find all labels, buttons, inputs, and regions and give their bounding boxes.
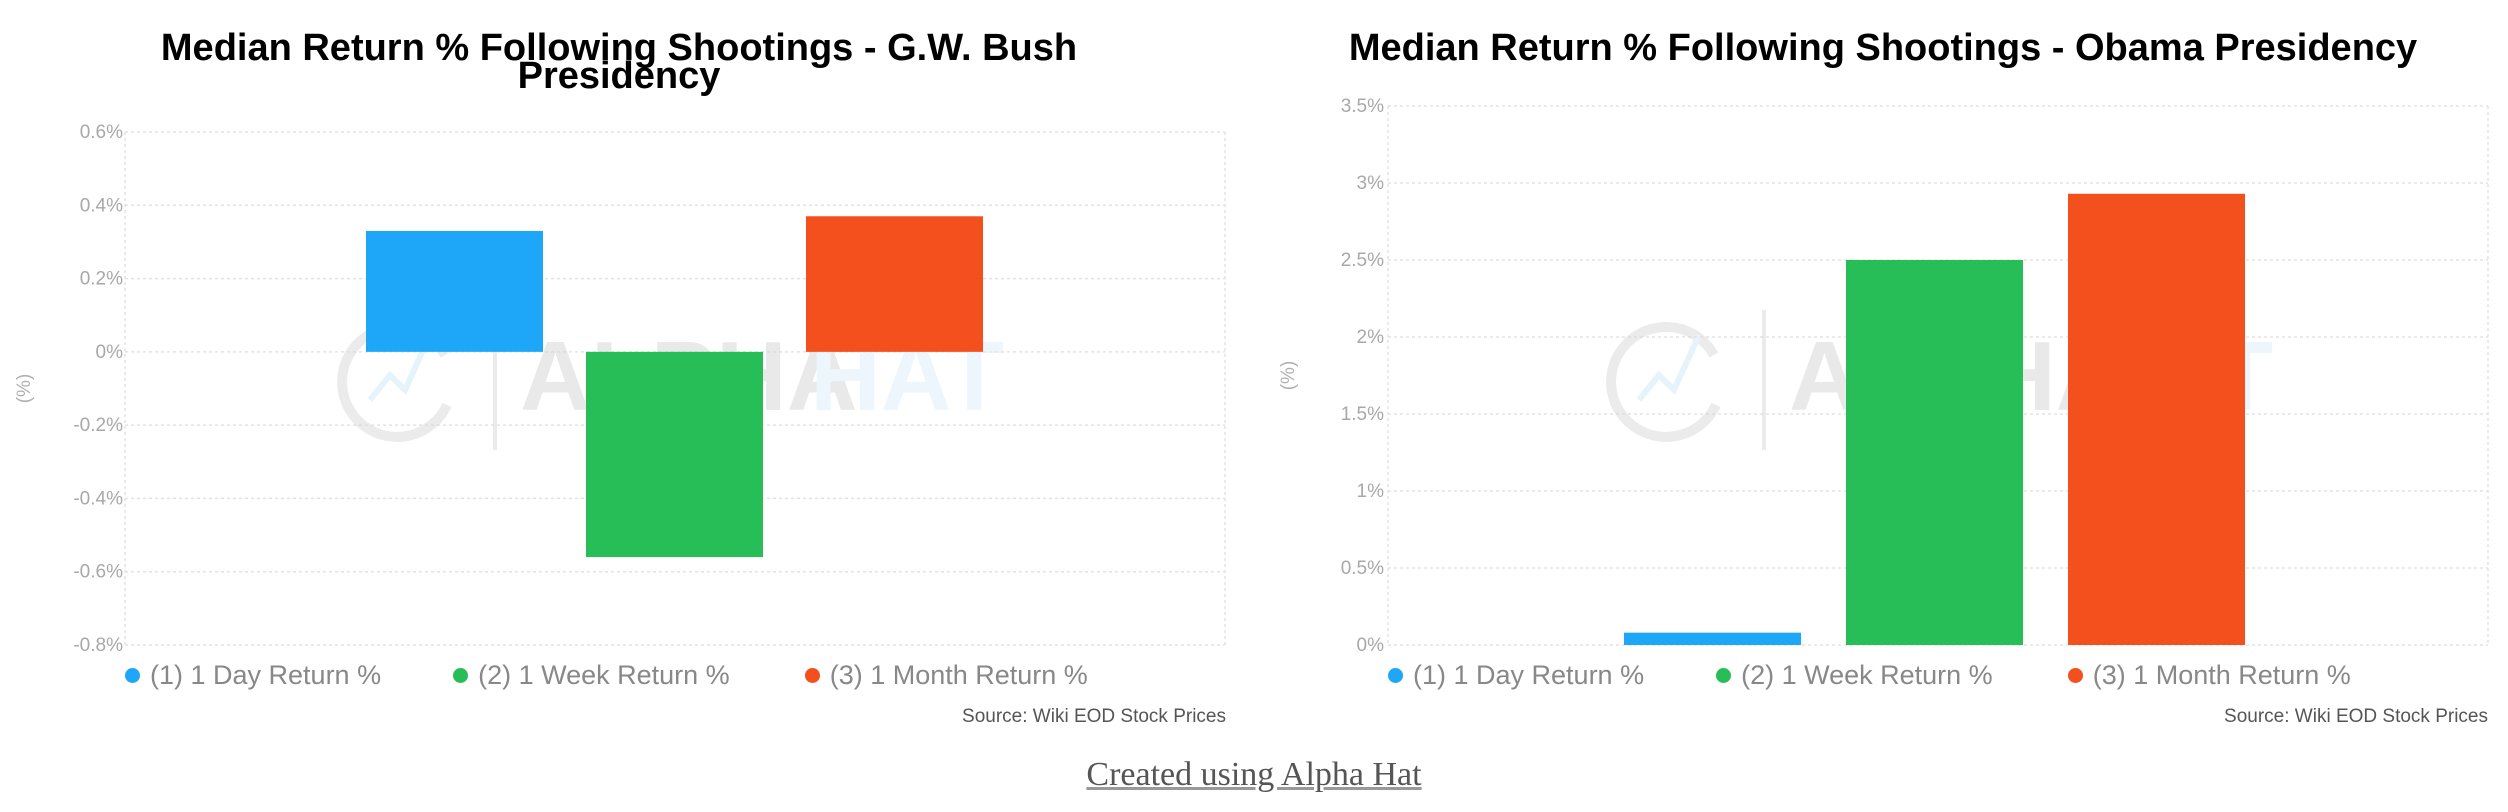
y-tick-label: 0.5% (1341, 558, 1384, 579)
legend-marker (804, 668, 820, 683)
y-tick-label: 2% (1357, 327, 1385, 348)
bar-1[interactable] (366, 230, 543, 352)
legend-item-1-day[interactable]: (1) 1 Day Return % (125, 660, 381, 691)
y-tick-label: 1% (1357, 481, 1385, 502)
y-tick-label: 0.2% (80, 269, 123, 290)
y-tick-label: 3% (1357, 173, 1385, 194)
y-axis-label: (%) (1278, 361, 1299, 391)
y-tick-label: -0.4% (73, 488, 123, 509)
y-tick-label: -0.2% (73, 415, 123, 436)
legend-marker (1716, 668, 1732, 683)
y-tick-label: 0.6% (80, 122, 123, 143)
bar-3[interactable] (806, 216, 983, 352)
watermark-circle (1606, 322, 1721, 442)
source-note: Source: Wiki EOD Stock Prices (962, 706, 1226, 727)
bar-1[interactable] (1624, 632, 1801, 645)
legend-marker (125, 668, 140, 683)
legend-marker (2067, 668, 2083, 683)
y-tick-label: 2.5% (1341, 250, 1384, 271)
legend-item-1-week[interactable]: (2) 1 Week Return % (1716, 660, 1993, 691)
legend: (1) 1 Day Return % (2) 1 Week Return % (… (1388, 660, 2351, 691)
watermark-trend (367, 333, 433, 402)
plot-area: 3.5%3%2.5%2%1.5%1%0.5%0%(%)ALPHAHAT (1278, 96, 2489, 656)
legend-item-1-month[interactable]: (3) 1 Month Return % (804, 660, 1088, 691)
legend-marker (1388, 668, 1403, 683)
watermark-trend (1636, 333, 1702, 402)
legend-item-1-day[interactable]: (1) 1 Day Return % (1388, 660, 1644, 691)
legend-marker (453, 668, 469, 683)
chart-bush: Median Return % Following Shootings - G.… (0, 0, 1254, 740)
chart-title: Median Return % Following Shootings - G.… (160, 27, 1078, 97)
bar-3[interactable] (2068, 193, 2245, 645)
footer: Created using Alpha Hat (0, 756, 2508, 794)
chart-title: Median Return % Following Shootings - Ob… (1348, 27, 2418, 69)
legend-item-1-month[interactable]: (3) 1 Month Return % (2067, 660, 2351, 691)
legend: (1) 1 Day Return % (2) 1 Week Return % (… (125, 660, 1088, 691)
created-using-link[interactable]: Created using Alpha Hat (1086, 756, 1422, 793)
y-tick-label: -0.8% (73, 635, 123, 656)
y-axis-label: (%) (14, 374, 35, 404)
plot-area: 0.6%0.4%0.2%0%-0.2%-0.4%-0.6%-0.8%(%)ALP… (14, 122, 1226, 656)
y-tick-label: 1.5% (1341, 404, 1384, 425)
bar-2[interactable] (1846, 260, 2023, 645)
y-tick-label: 0.4% (80, 195, 123, 216)
chart-obama: Median Return % Following Shootings - Ob… (1254, 0, 2508, 740)
source-note: Source: Wiki EOD Stock Prices (2224, 706, 2488, 727)
y-tick-label: -0.6% (73, 562, 123, 583)
y-tick-label: 0% (1357, 635, 1385, 656)
y-tick-label: 0% (96, 342, 124, 363)
legend-item-1-week[interactable]: (2) 1 Week Return % (453, 660, 730, 691)
bar-2[interactable] (586, 351, 763, 558)
y-tick-label: 3.5% (1341, 96, 1384, 117)
